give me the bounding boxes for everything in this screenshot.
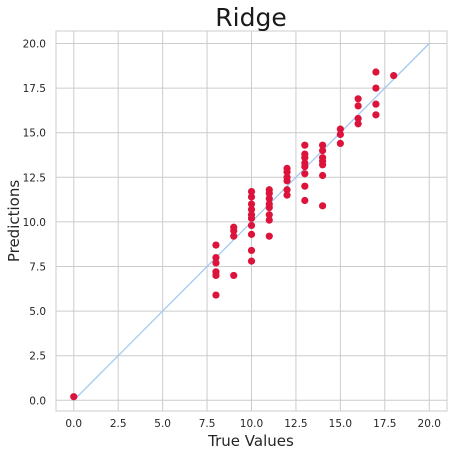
x-tick-labels: 0.0 2.5 5.0 7.5 10.0 12.5 15.0 17.5 20.0 <box>65 418 441 430</box>
data-point <box>212 291 220 299</box>
data-point <box>247 257 256 265</box>
data-point <box>354 102 362 110</box>
data-point <box>354 95 362 103</box>
data-point <box>265 232 273 240</box>
data-point <box>372 111 380 119</box>
data-point <box>247 246 256 255</box>
data-point <box>212 241 220 249</box>
y-gridlines <box>56 42 447 401</box>
data-point <box>247 221 256 230</box>
data-point <box>372 84 380 92</box>
y-tick-label: 0.0 <box>29 395 46 407</box>
data-point <box>265 211 273 219</box>
data-point <box>230 227 238 235</box>
y-tick-label: 15.0 <box>23 128 46 140</box>
x-tick-label: 15.0 <box>329 418 352 430</box>
data-point <box>390 72 398 80</box>
data-point <box>247 214 256 222</box>
data-point <box>283 186 291 194</box>
data-point <box>318 161 327 169</box>
data-point <box>265 204 273 212</box>
chart-title: Ridge <box>215 3 286 32</box>
y-tick-labels: 0.0 2.5 5.0 7.5 10.0 12.5 15.0 17.5 20.0 <box>23 38 46 407</box>
data-point <box>318 171 327 180</box>
x-tick-label: 5.0 <box>154 418 171 430</box>
data-point <box>372 100 380 108</box>
x-gridlines <box>73 31 430 411</box>
data-point <box>247 230 256 238</box>
data-point <box>247 200 256 208</box>
data-point <box>318 146 327 155</box>
data-point <box>283 191 291 199</box>
data-point <box>247 187 256 196</box>
x-tick-label: 0.0 <box>65 418 82 430</box>
data-point <box>230 271 238 280</box>
data-point <box>265 189 273 197</box>
y-tick-label: 10.0 <box>23 217 46 229</box>
data-point <box>336 130 344 139</box>
data-point <box>354 114 362 123</box>
data-point <box>318 141 327 149</box>
data-point <box>247 205 256 214</box>
data-point <box>265 216 273 224</box>
data-point <box>318 202 327 210</box>
data-point <box>212 271 220 280</box>
data-point <box>336 139 344 147</box>
data-point <box>301 162 309 171</box>
data-point <box>212 253 220 262</box>
data-point <box>247 193 256 201</box>
data-point <box>301 170 309 178</box>
y-tick-label: 17.5 <box>23 83 46 95</box>
data-point <box>301 182 309 190</box>
y-tick-label: 5.0 <box>29 306 46 318</box>
y-axis-label: Predictions <box>5 180 23 263</box>
x-tick-label: 17.5 <box>373 418 396 430</box>
data-point <box>336 125 344 133</box>
x-tick-label: 10.0 <box>240 418 263 430</box>
data-point <box>70 393 78 401</box>
data-point <box>301 141 309 149</box>
data-point <box>212 259 220 267</box>
y-tick-label: 2.5 <box>29 351 46 363</box>
x-tick-label: 12.5 <box>284 418 307 430</box>
x-tick-label: 20.0 <box>418 418 441 430</box>
x-axis-label: True Values <box>207 432 294 450</box>
data-point <box>301 154 309 162</box>
x-tick-label: 2.5 <box>110 418 127 430</box>
x-tick-label: 7.5 <box>199 418 216 430</box>
data-point <box>283 168 291 176</box>
y-tick-label: 20.0 <box>23 38 46 50</box>
y-tick-label: 12.5 <box>23 172 46 184</box>
y-tick-label: 7.5 <box>29 261 46 273</box>
data-point <box>283 177 291 185</box>
data-point <box>230 232 238 240</box>
data-point <box>301 196 309 205</box>
data-point <box>372 68 380 76</box>
data-point <box>265 195 273 203</box>
prediction-points <box>70 68 398 401</box>
data-point <box>354 120 362 128</box>
